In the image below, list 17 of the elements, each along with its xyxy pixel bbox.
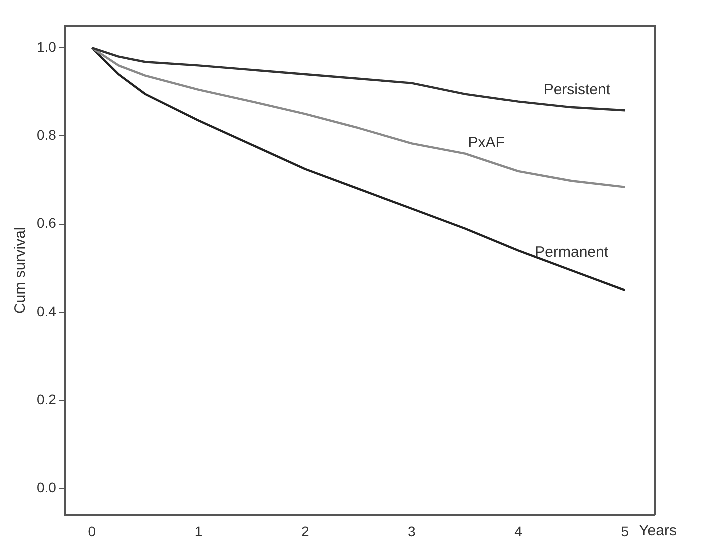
y-tick-label: 0.4 [36,303,57,320]
x-tick-label: 4 [514,523,523,540]
y-tick-label: 0.8 [36,127,57,144]
series-label: Persistent [544,81,612,98]
y-tick-label: 0.0 [36,480,57,496]
series-label: PxAF [468,134,505,152]
y-tick-label: 1.0 [36,38,57,55]
y-tick-label: 0.2 [36,391,57,408]
x-tick-label: 3 [408,523,416,540]
y-tick-label: 0.6 [36,215,57,232]
x-tick-label: 2 [301,523,310,540]
x-tick-label: 0 [88,523,96,540]
series-label: Permanent [535,244,610,262]
x-tick-label: 1 [194,523,203,540]
x-tick-label: 5 [621,523,630,540]
y-axis-title: Cum survival [12,227,30,314]
x-axis-title: Years [639,522,677,540]
